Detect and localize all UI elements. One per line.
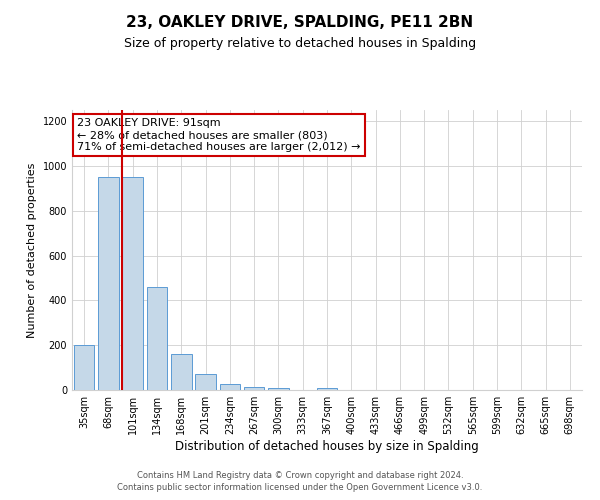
Text: Contains HM Land Registry data © Crown copyright and database right 2024.: Contains HM Land Registry data © Crown c… — [137, 471, 463, 480]
Y-axis label: Number of detached properties: Number of detached properties — [27, 162, 37, 338]
Bar — [146, 287, 167, 390]
Bar — [220, 384, 240, 390]
Text: 23, OAKLEY DRIVE, SPALDING, PE11 2BN: 23, OAKLEY DRIVE, SPALDING, PE11 2BN — [127, 15, 473, 30]
Text: 23 OAKLEY DRIVE: 91sqm
← 28% of detached houses are smaller (803)
71% of semi-de: 23 OAKLEY DRIVE: 91sqm ← 28% of detached… — [77, 118, 361, 152]
Text: Contains public sector information licensed under the Open Government Licence v3: Contains public sector information licen… — [118, 484, 482, 492]
Bar — [195, 374, 216, 390]
Bar — [171, 354, 191, 390]
Text: Size of property relative to detached houses in Spalding: Size of property relative to detached ho… — [124, 38, 476, 51]
Bar — [317, 388, 337, 390]
Bar — [98, 177, 119, 390]
Bar — [268, 388, 289, 390]
Bar — [74, 345, 94, 390]
X-axis label: Distribution of detached houses by size in Spalding: Distribution of detached houses by size … — [175, 440, 479, 453]
Bar — [244, 386, 265, 390]
Bar — [122, 177, 143, 390]
